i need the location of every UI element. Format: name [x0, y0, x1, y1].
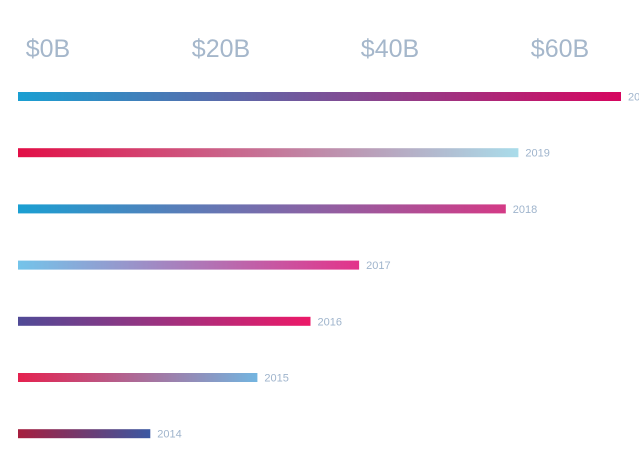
x-axis-ticks: $0B $20B $40B $60B	[26, 35, 589, 63]
bar-2018	[18, 204, 506, 214]
bar-2017	[18, 260, 360, 270]
x-tick-label: $40B	[361, 35, 419, 63]
bar-label-2019: 2019	[525, 148, 549, 160]
bar-2020	[18, 92, 621, 101]
bar-label-2014: 2014	[157, 429, 181, 441]
bar-2014	[18, 429, 151, 439]
bar-label-2016: 2016	[318, 316, 342, 328]
bar-label-2017: 2017	[366, 260, 390, 272]
x-tick-label: $0B	[26, 35, 70, 63]
x-tick-label: $20B	[192, 35, 250, 63]
bar-2016	[18, 316, 311, 326]
bar-label-2015: 2015	[264, 373, 288, 385]
x-tick-label: $60B	[531, 35, 589, 63]
bar-2019	[18, 148, 519, 158]
bar-label-2018: 2018	[513, 204, 537, 216]
bar-2015	[18, 373, 258, 382]
